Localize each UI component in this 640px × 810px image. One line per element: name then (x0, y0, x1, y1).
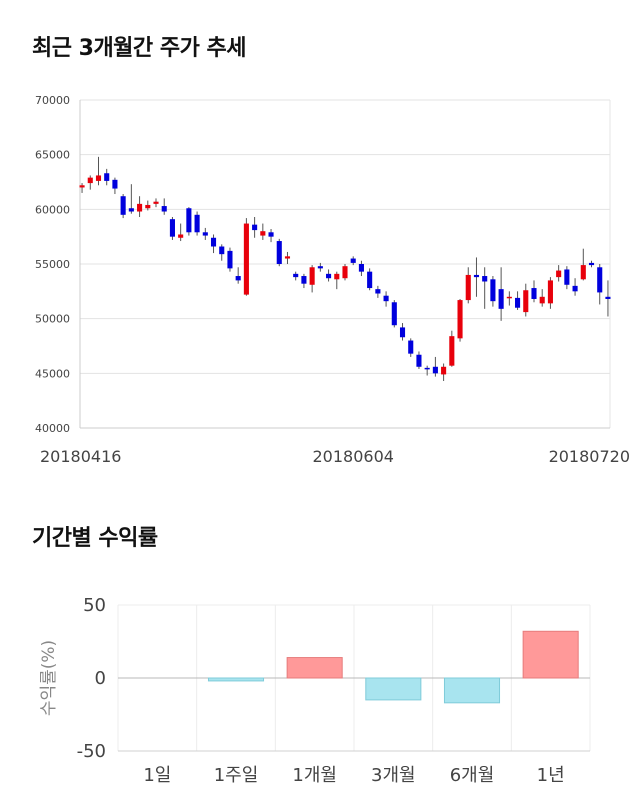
candle-body (523, 290, 529, 313)
candle-body (210, 237, 217, 247)
candle-body (178, 234, 184, 238)
candle-body (580, 265, 586, 280)
y-tick-label: 55000 (35, 258, 70, 271)
x-tick-label: 1개월 (292, 765, 337, 786)
candle-body (375, 289, 381, 294)
candle-body (276, 241, 282, 264)
candlestick-chart: 70000 65000 60000 55000 50000 45000 40000 20180… (35, 94, 630, 466)
y-axis-label: 수익률(%) (39, 640, 59, 716)
candle-body (597, 267, 603, 293)
candle-body (243, 223, 249, 295)
y-tick-label: -50 (77, 741, 106, 762)
y-tick-label: 65000 (35, 149, 70, 162)
y-tick-label: 60000 (35, 203, 70, 216)
bar-4 (443, 677, 501, 704)
candle-body (588, 262, 595, 266)
x-tick-label: 20180416 (40, 447, 121, 466)
candle-body (539, 296, 545, 304)
candle-body (120, 196, 126, 215)
candle-body (235, 276, 241, 281)
candle-body (482, 276, 488, 282)
candle-body (128, 208, 134, 212)
candle-body (547, 280, 553, 304)
candle-body (334, 273, 340, 280)
x-tick-label: 1일 (143, 765, 171, 786)
candle-body (95, 175, 102, 181)
candle-body (161, 206, 167, 212)
candle-body (441, 366, 447, 375)
candle-body (317, 266, 323, 269)
candle-body (301, 276, 307, 284)
x-tick-label: 3개월 (371, 765, 416, 786)
y-tick-label: 45000 (35, 367, 70, 380)
candle-body (137, 203, 143, 212)
candle-body (358, 264, 364, 272)
candle-body (145, 204, 151, 209)
candle-body (564, 269, 570, 285)
candle-body (104, 173, 110, 181)
y-tick-label: 0 (95, 668, 106, 689)
candle-body (309, 267, 315, 285)
candle-body (293, 273, 299, 278)
bar-2 (286, 657, 343, 679)
candle-body (556, 270, 562, 278)
x-tick-label: 1년 (537, 765, 565, 786)
candle-body (227, 250, 233, 269)
candle-body (194, 214, 200, 233)
candle-body (169, 219, 175, 237)
bar-1 (207, 677, 265, 682)
candle-body (326, 273, 332, 279)
candle-body (457, 300, 463, 339)
y-tick-label: 50000 (35, 313, 70, 326)
candle-body (367, 271, 373, 289)
candle-body (186, 208, 192, 233)
candle-body (383, 295, 389, 302)
candle-body (153, 201, 159, 204)
candle-body (490, 279, 496, 302)
candle-body (284, 256, 291, 259)
candle-body (605, 296, 611, 299)
candle-body (424, 367, 430, 370)
candle-body (408, 340, 414, 354)
candle-body (416, 354, 422, 367)
period-returns-title: 기간별 수익률 (32, 526, 158, 551)
candle-body (449, 336, 455, 366)
x-tick-label: 20180720 (549, 447, 630, 466)
x-tick-label: 6개월 (450, 765, 495, 786)
candle-body (498, 289, 504, 309)
candle-body (260, 231, 266, 236)
y-tick-label: 70000 (35, 94, 70, 107)
candle-body (465, 274, 471, 301)
candle-body (391, 302, 397, 326)
candle-body (473, 274, 480, 278)
candle-body (112, 179, 118, 189)
candle-body (350, 258, 356, 263)
price-trend-title: 최근 3개월간 주가 추세 (32, 36, 246, 61)
y-tick-label: 50 (83, 595, 106, 616)
candle-body (432, 366, 438, 374)
candle-body (202, 232, 208, 236)
x-tick-label: 20180604 (312, 447, 393, 466)
x-tick-label: 1주일 (214, 765, 259, 786)
candle-body (79, 185, 85, 188)
candle-body (531, 288, 537, 299)
candle-body (572, 285, 578, 292)
candle-body (268, 232, 274, 237)
y-tick-label: 40000 (35, 422, 70, 435)
candle-body (515, 297, 521, 308)
bar-5 (522, 630, 579, 679)
candle-body (219, 246, 225, 255)
candle-body (506, 296, 512, 299)
candle-body (399, 327, 406, 338)
candle-body (87, 177, 93, 184)
bar-3 (365, 677, 422, 701)
candle-body (252, 224, 258, 231)
candle-body (342, 266, 348, 279)
